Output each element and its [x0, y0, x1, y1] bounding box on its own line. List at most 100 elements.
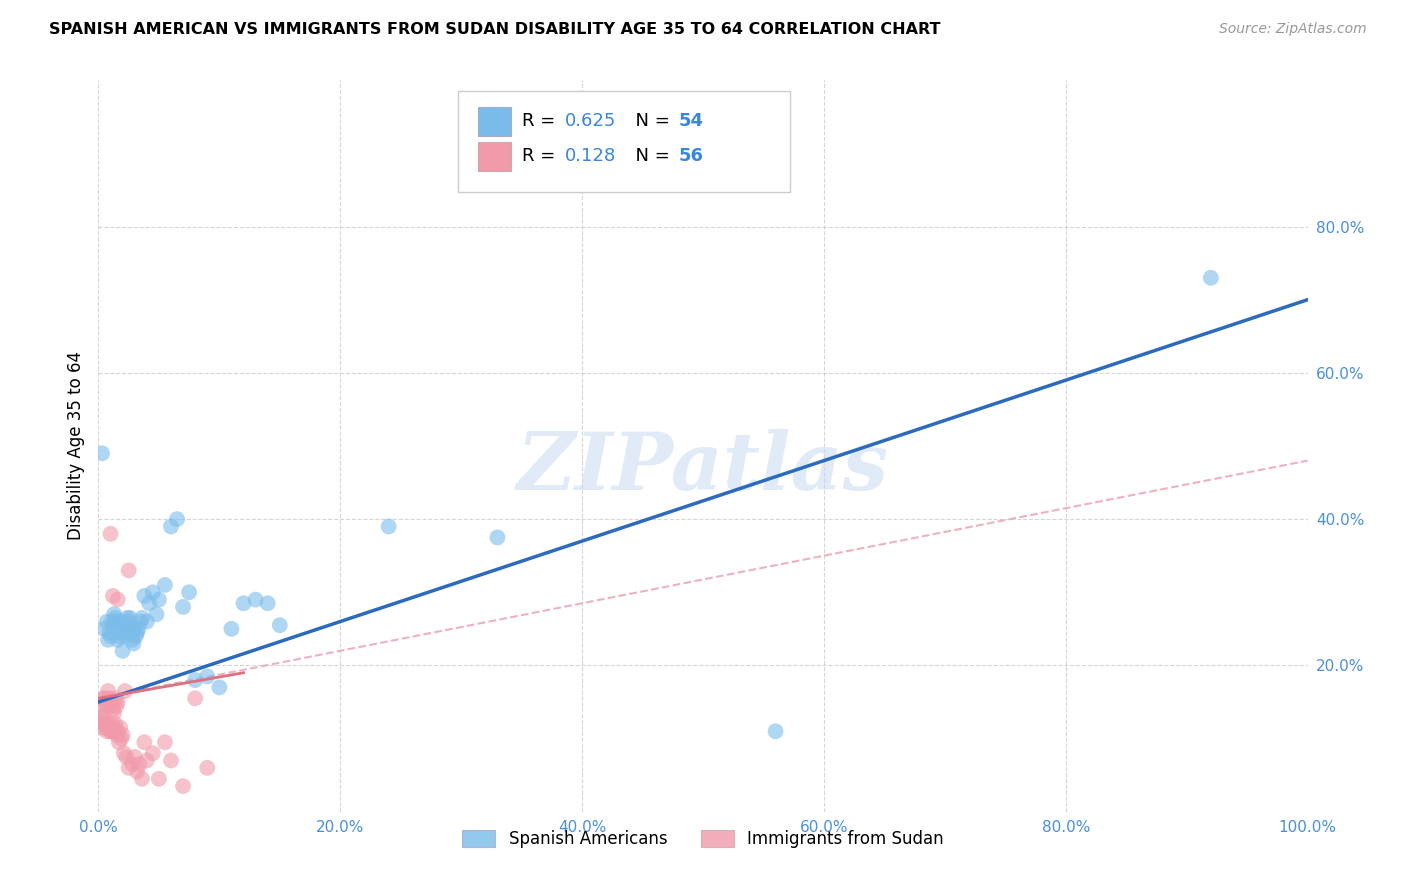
Point: [97, 632, 120, 647]
Point: [114, 684, 136, 698]
Point: [135, 754, 157, 768]
Text: R =: R =: [522, 112, 561, 130]
Point: [107, 724, 129, 739]
Point: [101, 724, 124, 739]
Point: [112, 625, 135, 640]
Y-axis label: Disability Age 35 to 64: Disability Age 35 to 64: [66, 351, 84, 541]
Point: [118, 615, 141, 629]
Text: R =: R =: [522, 147, 561, 165]
Point: [128, 757, 150, 772]
Text: 0.625: 0.625: [565, 112, 616, 130]
Point: [765, 724, 787, 739]
Point: [91, 709, 114, 723]
Point: [91, 721, 114, 735]
Point: [1199, 270, 1222, 285]
Point: [108, 721, 131, 735]
Point: [104, 691, 127, 706]
Point: [245, 592, 267, 607]
Point: [184, 691, 207, 706]
Point: [172, 779, 194, 793]
Point: [125, 629, 148, 643]
Point: [91, 446, 114, 460]
Point: [138, 596, 160, 610]
Point: [115, 749, 138, 764]
Point: [93, 717, 115, 731]
Point: [166, 512, 188, 526]
Text: SPANISH AMERICAN VS IMMIGRANTS FROM SUDAN DISABILITY AGE 35 TO 64 CORRELATION CH: SPANISH AMERICAN VS IMMIGRANTS FROM SUDA…: [49, 22, 941, 37]
Point: [160, 519, 183, 533]
Point: [179, 585, 201, 599]
Point: [107, 695, 129, 709]
Point: [101, 618, 124, 632]
Point: [127, 622, 149, 636]
Text: N =: N =: [624, 147, 676, 165]
Point: [98, 691, 121, 706]
Point: [105, 698, 128, 713]
Point: [121, 757, 143, 772]
Point: [111, 728, 134, 742]
Point: [90, 717, 112, 731]
Point: [160, 754, 183, 768]
Point: [117, 611, 139, 625]
Text: Source: ZipAtlas.com: Source: ZipAtlas.com: [1219, 22, 1367, 37]
Point: [110, 618, 132, 632]
Point: [377, 519, 399, 533]
Point: [94, 695, 117, 709]
Point: [153, 735, 176, 749]
Point: [118, 611, 141, 625]
Point: [100, 629, 122, 643]
Point: [103, 706, 125, 720]
Point: [195, 761, 218, 775]
Point: [134, 589, 156, 603]
Point: [104, 717, 127, 731]
Point: [89, 709, 111, 723]
Point: [104, 611, 127, 625]
Text: 0.128: 0.128: [565, 147, 616, 165]
Point: [131, 611, 153, 625]
Point: [118, 761, 141, 775]
FancyBboxPatch shape: [457, 91, 790, 192]
Point: [98, 625, 121, 640]
Point: [172, 599, 194, 614]
Point: [101, 702, 124, 716]
Point: [97, 684, 120, 698]
Point: [98, 717, 121, 731]
Point: [124, 749, 146, 764]
Legend: Spanish Americans, Immigrants from Sudan: Spanish Americans, Immigrants from Sudan: [456, 823, 950, 855]
Point: [96, 615, 118, 629]
Point: [135, 615, 157, 629]
Point: [232, 596, 254, 610]
Point: [108, 629, 131, 643]
Point: [111, 644, 134, 658]
Point: [142, 746, 165, 760]
Point: [93, 691, 115, 706]
Point: [105, 615, 128, 629]
Point: [100, 698, 122, 713]
Point: [127, 764, 149, 779]
Point: [96, 724, 118, 739]
Text: 54: 54: [679, 112, 704, 130]
Point: [122, 636, 145, 650]
Point: [103, 721, 125, 735]
Point: [131, 772, 153, 786]
Text: ZIPatlas: ZIPatlas: [517, 429, 889, 507]
Point: [105, 728, 128, 742]
Point: [108, 735, 131, 749]
Point: [221, 622, 243, 636]
Point: [148, 592, 170, 607]
Point: [100, 724, 122, 739]
Point: [153, 578, 176, 592]
Point: [134, 735, 156, 749]
Point: [108, 615, 131, 629]
Point: [269, 618, 291, 632]
Point: [107, 592, 129, 607]
Point: [208, 681, 231, 695]
Point: [97, 721, 120, 735]
Point: [93, 622, 115, 636]
Point: [256, 596, 278, 610]
Point: [142, 585, 165, 599]
Point: [100, 526, 122, 541]
FancyBboxPatch shape: [478, 142, 510, 171]
Point: [110, 731, 132, 746]
Point: [114, 629, 136, 643]
